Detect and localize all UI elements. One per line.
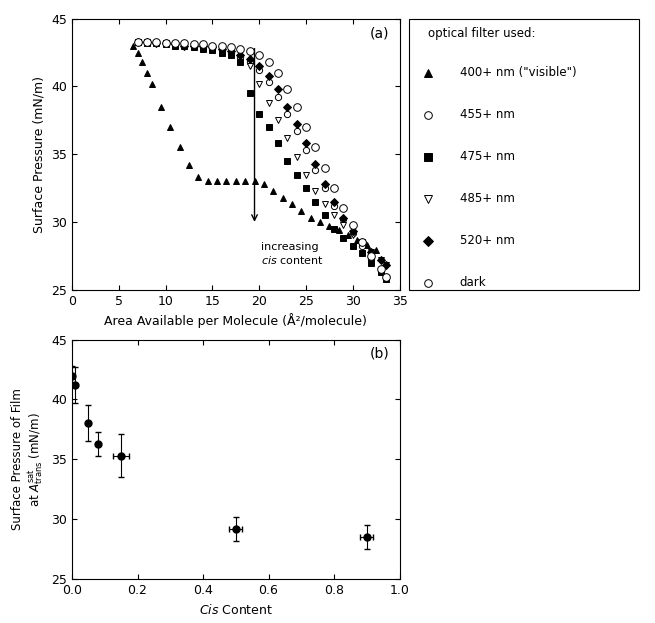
- Text: 475+ nm: 475+ nm: [460, 150, 515, 163]
- Text: increasing
$\it{cis}$ content: increasing $\it{cis}$ content: [261, 242, 324, 266]
- X-axis label: $\it{Cis}$ Content: $\it{Cis}$ Content: [198, 603, 273, 617]
- Text: dark: dark: [460, 277, 487, 290]
- Y-axis label: Surface Pressure (mN/m): Surface Pressure (mN/m): [33, 75, 46, 233]
- Y-axis label: Surface Pressure of Film
at $A^{\rm sat}_{\rm trans}$ (mN/m): Surface Pressure of Film at $A^{\rm sat}…: [11, 389, 46, 530]
- Text: 485+ nm: 485+ nm: [460, 193, 515, 206]
- Text: optical filter used:: optical filter used:: [428, 27, 535, 40]
- Text: 400+ nm ("visible"): 400+ nm ("visible"): [460, 67, 576, 79]
- Text: (a): (a): [370, 27, 390, 41]
- Text: 520+ nm: 520+ nm: [460, 234, 515, 247]
- Text: 455+ nm: 455+ nm: [460, 108, 515, 121]
- X-axis label: Area Available per Molecule (Å²/molecule): Area Available per Molecule (Å²/molecule…: [104, 313, 367, 328]
- Text: (b): (b): [370, 347, 390, 361]
